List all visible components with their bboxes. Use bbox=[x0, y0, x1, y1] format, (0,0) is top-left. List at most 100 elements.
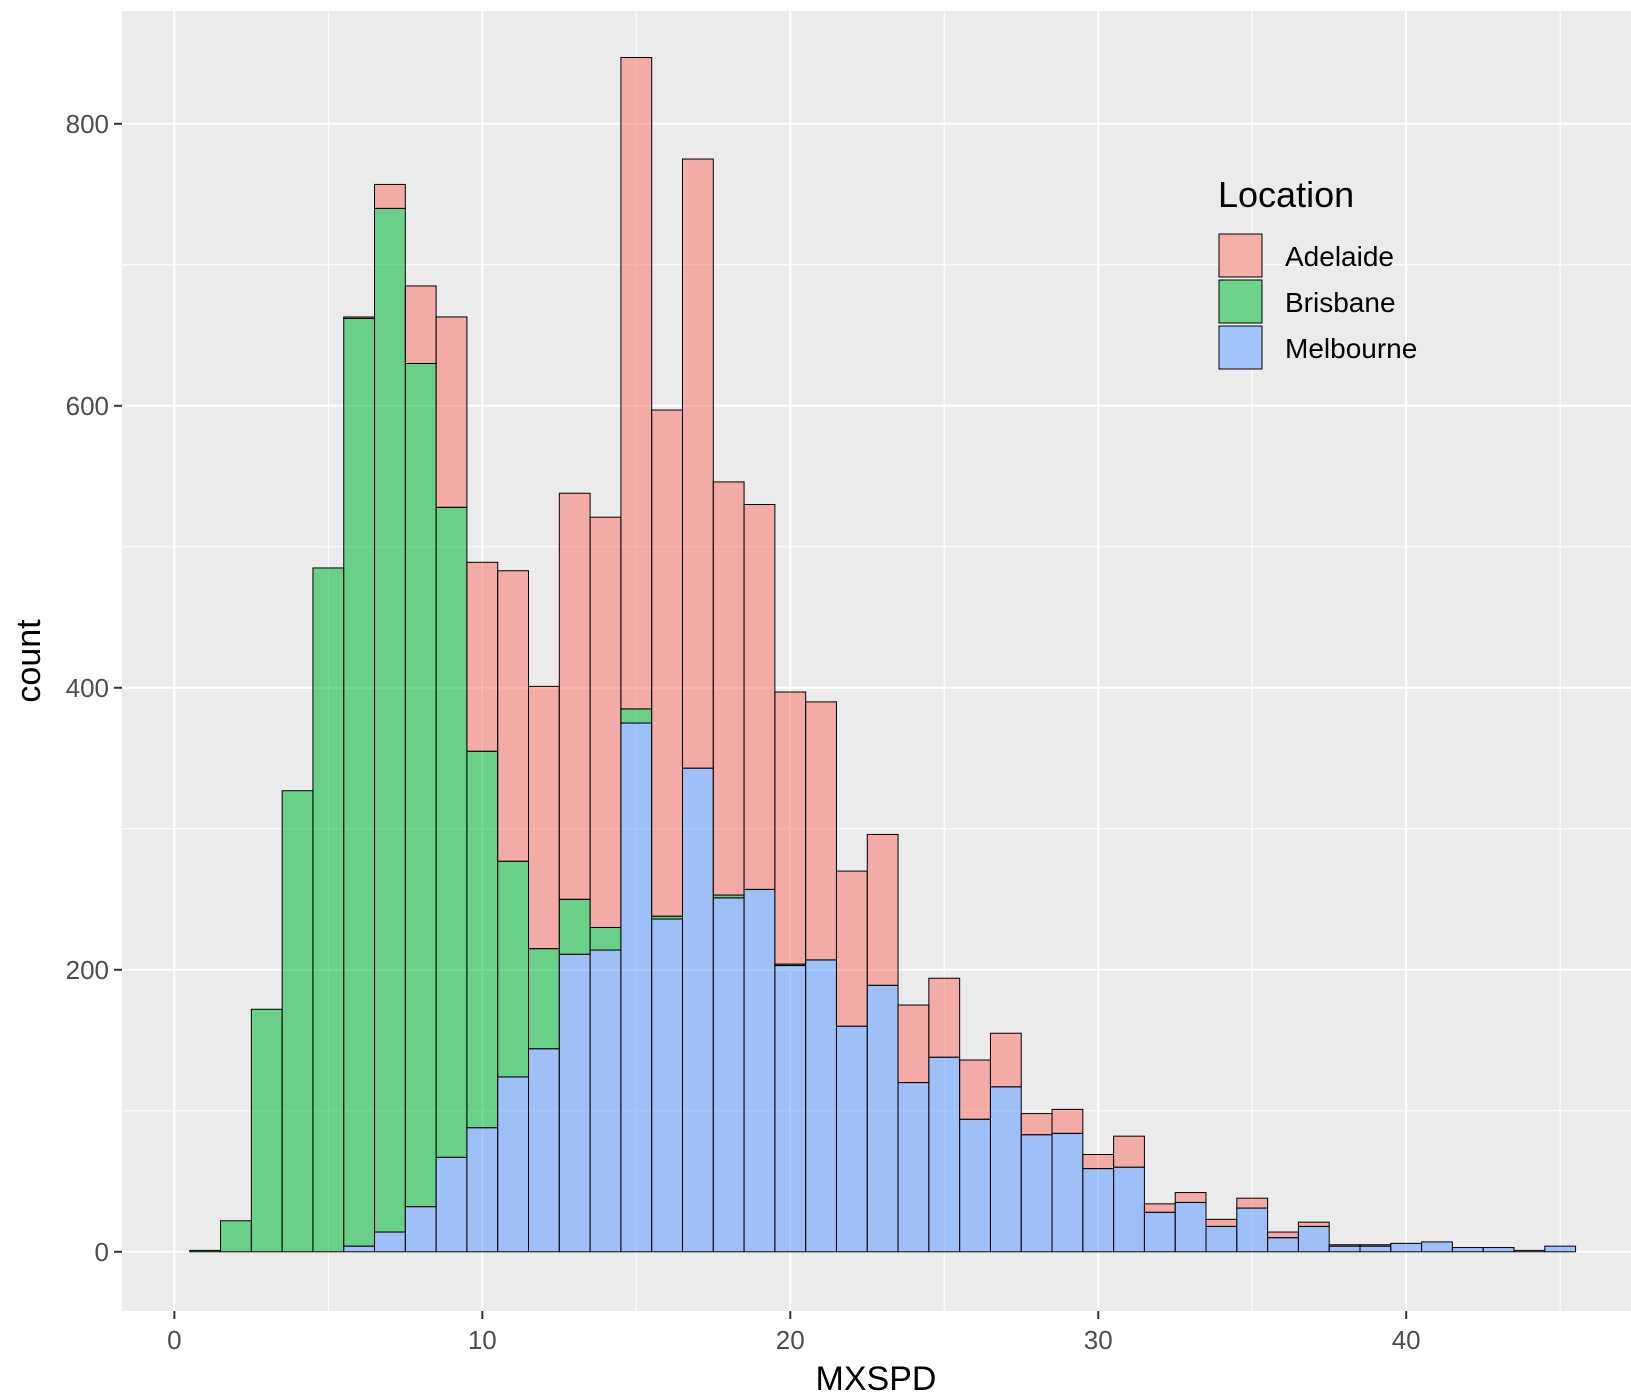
bar-melbourne bbox=[774, 965, 807, 1253]
bar-melbourne bbox=[1205, 1225, 1238, 1253]
bar-melbourne bbox=[1267, 1237, 1299, 1253]
bar-brisbane bbox=[312, 567, 345, 1253]
x-axis-title: MXSPD bbox=[816, 1360, 937, 1397]
bar-melbourne bbox=[528, 1048, 560, 1253]
bar-adelaide bbox=[959, 1059, 991, 1120]
legend-title: Location bbox=[1218, 174, 1354, 215]
bar-adelaide bbox=[1051, 1108, 1084, 1134]
bar-melbourne bbox=[1513, 1249, 1546, 1253]
bar-melbourne bbox=[1451, 1247, 1484, 1253]
x-tick-label: 10 bbox=[468, 1325, 497, 1355]
legend-label-brisbane: Brisbane bbox=[1285, 287, 1396, 318]
bar-brisbane bbox=[374, 207, 406, 1233]
bar-melbourne bbox=[1082, 1168, 1115, 1253]
bar-adelaide bbox=[374, 183, 406, 209]
bar-adelaide bbox=[1359, 1244, 1392, 1247]
bar-melbourne bbox=[435, 1156, 468, 1253]
bar-adelaide bbox=[897, 1004, 930, 1084]
bar-melbourne bbox=[620, 722, 653, 1253]
bar-melbourne bbox=[343, 1245, 376, 1253]
bar-melbourne bbox=[1328, 1245, 1361, 1253]
bar-melbourne bbox=[1020, 1134, 1053, 1253]
bar-melbourne bbox=[651, 918, 683, 1253]
y-tick-label: 600 bbox=[66, 391, 109, 421]
legend-label-melbourne: Melbourne bbox=[1285, 333, 1417, 364]
bar-brisbane bbox=[189, 1249, 222, 1253]
legend-swatch-brisbane bbox=[1218, 279, 1263, 324]
bar-adelaide bbox=[528, 685, 560, 950]
bar-adelaide bbox=[835, 870, 868, 1027]
legend-swatch-adelaide bbox=[1218, 233, 1263, 278]
y-tick-label: 0 bbox=[95, 1237, 109, 1267]
bar-melbourne bbox=[1297, 1225, 1330, 1253]
legend-label-adelaide: Adelaide bbox=[1285, 241, 1394, 272]
x-tick-label: 20 bbox=[776, 1325, 805, 1355]
bar-brisbane bbox=[404, 362, 437, 1208]
bar-adelaide bbox=[681, 158, 714, 769]
bar-melbourne bbox=[743, 888, 776, 1253]
bar-adelaide bbox=[435, 316, 468, 508]
bar-adelaide bbox=[404, 285, 437, 364]
bar-brisbane bbox=[589, 926, 622, 951]
bar-melbourne bbox=[1421, 1241, 1453, 1253]
bar-melbourne bbox=[959, 1118, 991, 1253]
bar-brisbane bbox=[528, 948, 560, 1050]
bar-adelaide bbox=[712, 481, 745, 896]
bar-adelaide bbox=[1143, 1203, 1176, 1213]
bar-brisbane bbox=[497, 860, 530, 1078]
bar-brisbane bbox=[435, 506, 468, 1158]
bar-melbourne bbox=[558, 953, 591, 1253]
bar-melbourne bbox=[805, 959, 837, 1253]
y-axis-title: count bbox=[10, 619, 48, 703]
bar-brisbane bbox=[220, 1220, 252, 1253]
bar-melbourne bbox=[589, 949, 622, 1253]
bars bbox=[189, 57, 1577, 1253]
bar-adelaide bbox=[928, 977, 961, 1058]
bar-adelaide bbox=[1328, 1244, 1361, 1247]
bar-adelaide bbox=[1082, 1153, 1115, 1170]
bar-brisbane bbox=[250, 1008, 283, 1253]
x-tick-label: 0 bbox=[167, 1325, 181, 1355]
bar-adelaide bbox=[589, 516, 622, 928]
bar-adelaide bbox=[774, 691, 807, 965]
bar-brisbane bbox=[343, 317, 376, 1247]
bar-brisbane bbox=[466, 750, 499, 1129]
bar-adelaide bbox=[743, 503, 776, 890]
bar-melbourne bbox=[1174, 1201, 1207, 1253]
x-tick-label: 30 bbox=[1084, 1325, 1113, 1355]
bar-melbourne bbox=[466, 1127, 499, 1253]
bar-melbourne bbox=[404, 1206, 437, 1253]
bar-melbourne bbox=[1051, 1132, 1084, 1253]
bar-adelaide bbox=[1174, 1192, 1207, 1203]
bar-melbourne bbox=[681, 767, 714, 1253]
bar-adelaide bbox=[1020, 1113, 1053, 1136]
bar-melbourne bbox=[497, 1076, 530, 1253]
bar-adelaide bbox=[558, 492, 591, 900]
bar-adelaide bbox=[620, 57, 653, 710]
bar-adelaide bbox=[651, 409, 683, 917]
bar-brisbane bbox=[620, 708, 653, 724]
bar-melbourne bbox=[1482, 1247, 1515, 1253]
bar-brisbane bbox=[281, 790, 314, 1253]
bar-adelaide bbox=[1236, 1197, 1269, 1209]
y-tick-label: 800 bbox=[66, 109, 109, 139]
legend: Location Adelaide Brisbane Melbourne bbox=[1218, 174, 1417, 370]
bar-brisbane bbox=[558, 898, 591, 955]
bar-melbourne bbox=[989, 1086, 1022, 1253]
bar-adelaide bbox=[989, 1032, 1022, 1088]
bar-melbourne bbox=[866, 984, 899, 1253]
bar-melbourne bbox=[928, 1056, 961, 1253]
x-tick-label: 40 bbox=[1392, 1325, 1421, 1355]
bar-adelaide bbox=[1113, 1135, 1145, 1168]
bar-melbourne bbox=[712, 897, 745, 1253]
bar-adelaide bbox=[1267, 1231, 1299, 1239]
bar-melbourne bbox=[1390, 1242, 1423, 1253]
y-tick-label: 200 bbox=[66, 955, 109, 985]
bar-adelaide bbox=[497, 570, 530, 862]
bar-adelaide bbox=[805, 701, 837, 961]
bar-melbourne bbox=[1113, 1166, 1145, 1253]
bar-melbourne bbox=[374, 1231, 406, 1253]
bar-adelaide bbox=[1297, 1221, 1330, 1227]
